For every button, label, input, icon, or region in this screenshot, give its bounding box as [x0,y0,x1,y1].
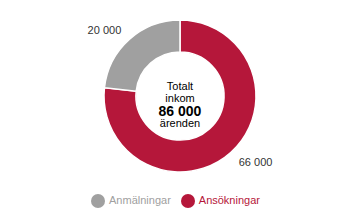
html-text:inkom: inkom [165,91,195,103]
html-text:86 000: 86 000 [158,103,202,119]
svg-text:20 000: 20 000 [88,24,122,36]
html-text:Ansökningar: Ansökningar [198,193,260,206]
svg-text:66 000: 66 000 [239,156,273,168]
html-text:ärenden: ärenden [159,116,201,129]
html-text:Totalt: Totalt [166,79,194,92]
html-text:Anmälningar: Anmälningar [109,193,171,206]
